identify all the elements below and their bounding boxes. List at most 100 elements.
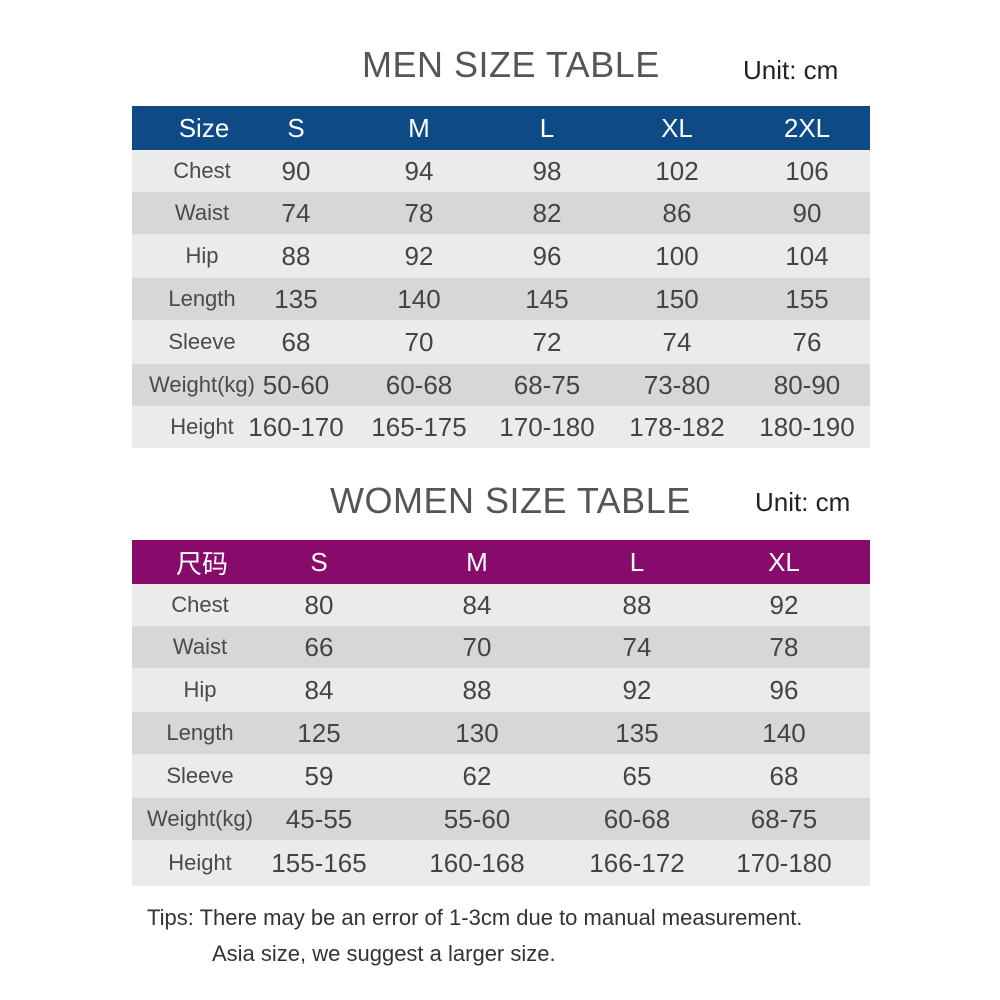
table-row-length: Length 135 140 145 150 155 bbox=[132, 278, 870, 320]
table-cell: 92 bbox=[769, 589, 799, 620]
size-header-l: L bbox=[629, 546, 645, 577]
table-cell: 84 bbox=[304, 674, 334, 705]
table-cell: 102 bbox=[655, 155, 699, 186]
table-cell: 68 bbox=[281, 326, 311, 357]
women-size-table: 尺码 S M L XL Chest 80 84 88 92 Waist 66 70 74 78 Hip 84 88… bbox=[132, 540, 870, 886]
table-cell: 82 bbox=[532, 197, 562, 228]
tips-line-2: Asia size, we suggest a larger size. bbox=[212, 941, 556, 966]
table-row-chest: Chest 90 94 98 102 106 bbox=[132, 150, 870, 192]
table-cell: 86 bbox=[662, 197, 692, 228]
table-cell: 125 bbox=[297, 717, 341, 748]
row-label: Waist bbox=[172, 634, 228, 659]
table-cell: 130 bbox=[455, 717, 499, 748]
table-cell: 74 bbox=[622, 631, 652, 662]
row-label: Sleeve bbox=[166, 763, 234, 788]
table-cell: 135 bbox=[615, 717, 659, 748]
table-row-waist: Waist 74 78 82 86 90 bbox=[132, 192, 870, 234]
women-header-row: 尺码 S M L XL bbox=[132, 540, 870, 584]
table-cell: 104 bbox=[785, 240, 829, 271]
table-row-sleeve: Sleeve 68 70 72 74 76 bbox=[132, 320, 870, 364]
row-label: Weight(kg) bbox=[149, 372, 255, 397]
table-cell: 166-172 bbox=[589, 847, 685, 878]
table-row-weightkg: Weight(kg) 50-60 60-68 68-75 73-80 80-90 bbox=[132, 364, 870, 406]
table-row-hip: Hip 88 92 96 100 104 bbox=[132, 234, 870, 278]
table-cell: 84 bbox=[462, 589, 492, 620]
row-label: Weight(kg) bbox=[147, 806, 253, 831]
table-cell: 155-165 bbox=[271, 847, 367, 878]
tips-line-1: Tips: There may be an error of 1-3cm due… bbox=[147, 905, 803, 930]
table-cell: 96 bbox=[769, 674, 799, 705]
table-cell: 135 bbox=[274, 283, 318, 314]
table-cell: 155 bbox=[785, 283, 829, 314]
table-cell: 55-60 bbox=[443, 803, 511, 834]
size-header-2xl: 2XL bbox=[783, 112, 831, 143]
table-cell: 90 bbox=[281, 155, 311, 186]
table-cell: 66 bbox=[304, 631, 334, 662]
table-cell: 160-168 bbox=[429, 847, 525, 878]
row-label: Chest bbox=[171, 592, 229, 617]
size-header-m: M bbox=[408, 112, 430, 143]
table-row-length: Length 125 130 135 140 bbox=[132, 712, 870, 754]
table-cell: 180-190 bbox=[759, 411, 855, 442]
table-cell: 165-175 bbox=[371, 411, 467, 442]
men-size-table: Size S M L XL 2XL Chest 90 94 98 102 106 Waist 74 78 82… bbox=[132, 106, 870, 448]
tips-note: Tips: There may be an error of 1-3cm due… bbox=[147, 900, 802, 972]
table-cell: 65 bbox=[622, 760, 652, 791]
row-label: Sleeve bbox=[168, 329, 236, 354]
table-cell: 98 bbox=[532, 155, 562, 186]
table-cell: 140 bbox=[397, 283, 441, 314]
table-row-chest: Chest 80 84 88 92 bbox=[132, 584, 870, 626]
row-label: Chest bbox=[173, 158, 231, 183]
table-cell: 90 bbox=[792, 197, 822, 228]
size-header-xl: XL bbox=[661, 112, 693, 143]
size-header-xl: XL bbox=[768, 546, 800, 577]
table-cell: 68 bbox=[769, 760, 799, 791]
table-cell: 78 bbox=[404, 197, 434, 228]
header-label: Size bbox=[178, 112, 230, 143]
header-label: 尺码 bbox=[175, 548, 228, 579]
table-cell: 68-75 bbox=[750, 803, 818, 834]
table-cell: 70 bbox=[404, 326, 434, 357]
table-cell: 50-60 bbox=[262, 369, 330, 400]
table-row-weightkg: Weight(kg) 45-55 55-60 60-68 68-75 bbox=[132, 798, 870, 840]
size-header-s: S bbox=[310, 546, 328, 577]
table-cell: 94 bbox=[404, 155, 434, 186]
table-cell: 80-90 bbox=[773, 369, 841, 400]
table-cell: 62 bbox=[462, 760, 492, 791]
table-row-sleeve: Sleeve 59 62 65 68 bbox=[132, 754, 870, 798]
table-cell: 88 bbox=[281, 240, 311, 271]
women-table-title: WOMEN SIZE TABLE bbox=[330, 480, 691, 521]
table-cell: 92 bbox=[404, 240, 434, 271]
women-unit-label: Unit: cm bbox=[755, 487, 851, 517]
table-row-height: Height 155-165 160-168 166-172 170-180 bbox=[132, 840, 870, 886]
table-cell: 178-182 bbox=[629, 411, 725, 442]
table-cell: 59 bbox=[304, 760, 334, 791]
table-cell: 74 bbox=[281, 197, 311, 228]
men-header-row: Size S M L XL 2XL bbox=[132, 106, 870, 150]
table-cell: 88 bbox=[622, 589, 652, 620]
row-label: Length bbox=[168, 286, 236, 311]
table-cell: 170-180 bbox=[736, 847, 832, 878]
row-label: Length bbox=[166, 720, 234, 745]
men-unit-label: Unit: cm bbox=[743, 55, 839, 85]
table-cell: 60-68 bbox=[603, 803, 671, 834]
table-cell: 68-75 bbox=[513, 369, 581, 400]
table-cell: 92 bbox=[622, 674, 652, 705]
table-cell: 73-80 bbox=[643, 369, 711, 400]
table-cell: 76 bbox=[792, 326, 822, 357]
row-label: Hip bbox=[183, 677, 217, 702]
size-header-m: M bbox=[466, 546, 488, 577]
table-cell: 74 bbox=[662, 326, 692, 357]
table-cell: 78 bbox=[769, 631, 799, 662]
table-cell: 70 bbox=[462, 631, 492, 662]
table-cell: 88 bbox=[462, 674, 492, 705]
table-cell: 160-170 bbox=[248, 411, 344, 442]
table-cell: 80 bbox=[304, 589, 334, 620]
table-row-waist: Waist 66 70 74 78 bbox=[132, 626, 870, 668]
table-cell: 100 bbox=[655, 240, 699, 271]
row-label: Height bbox=[168, 850, 232, 875]
row-label: Height bbox=[170, 414, 234, 439]
row-label: Hip bbox=[185, 243, 219, 268]
row-label: Waist bbox=[174, 200, 230, 225]
table-cell: 72 bbox=[532, 326, 562, 357]
